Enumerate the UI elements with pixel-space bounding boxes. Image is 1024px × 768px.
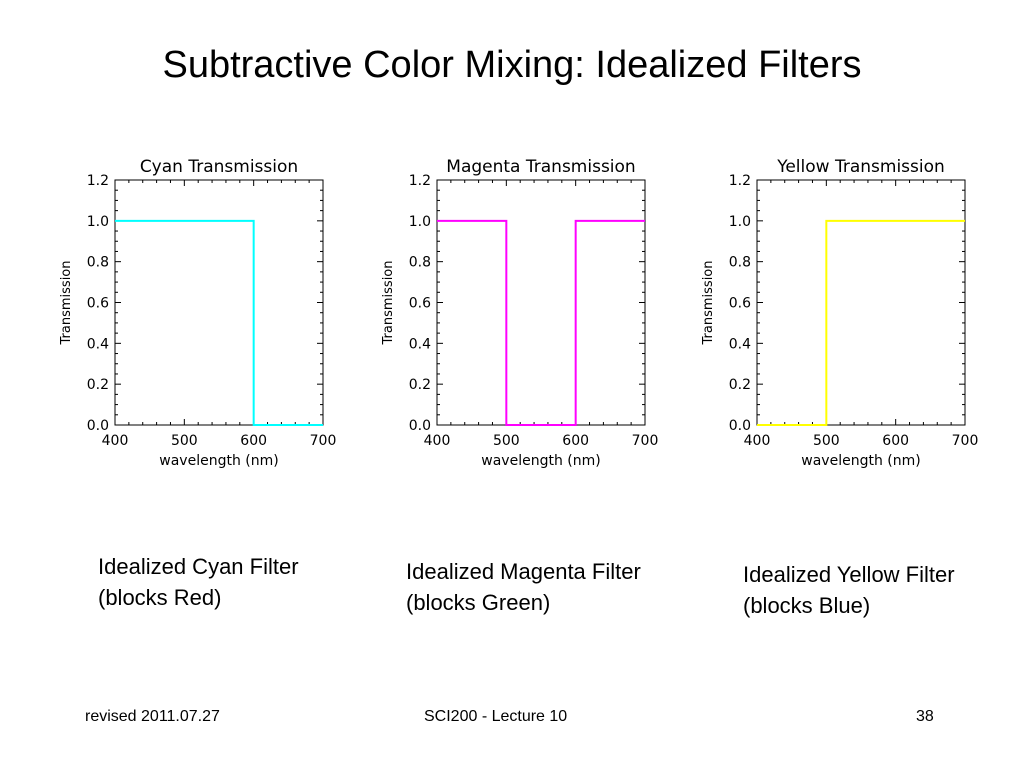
y-tick-label: 0.8 [409,255,431,271]
x-tick-label: 500 [171,433,198,449]
x-tick-label: 400 [424,433,451,449]
y-tick-label: 0.2 [409,377,431,393]
transmission-line [115,219,323,426]
y-tick-label: 0.2 [729,377,751,393]
y-tick-label: 0.6 [729,296,751,312]
x-tick-label: 700 [632,433,659,449]
y-tick-label: 1.2 [409,173,431,189]
x-tick-label: 400 [744,433,771,449]
y-tick-label: 0.6 [87,296,109,312]
plot-frame [114,179,324,426]
y-tick-label: 1.2 [729,173,751,189]
y-tick-label: 1.0 [87,214,109,230]
yellow-transmission-chart: 400 500 600 700 0.0 0.2 0.4 0.6 0.8 1.0 1.2 Yellow … [701,157,979,469]
y-axis-label: Transmission [701,261,716,346]
x-tick-label: 700 [310,433,337,449]
cyan-transmission-chart: 400 500 600 700 0.0 0.2 0.4 0.6 0.8 1.0 1.2 Cyan Tr… [59,157,337,469]
caption-yellow-line2: (blocks Blue) [743,593,871,618]
x-tick-label: 500 [493,433,520,449]
x-tick-label: 600 [882,433,909,449]
x-tick-label: 400 [102,433,129,449]
footer-page-number: 38 [916,708,934,725]
x-tick-label: 500 [813,433,840,449]
slide-title: Subtractive Color Mixing: Idealized Filt… [162,44,862,86]
y-tick-label: 0.4 [87,336,109,352]
y-tick-label: 0.0 [87,418,109,434]
chart-title: Magenta Transmission [446,157,635,177]
caption-cyan-filter: Idealized Cyan Filter (blocks Red) [98,551,299,613]
transmission-line [437,219,645,426]
y-tick-label: 0.4 [729,336,751,352]
x-axis-label: wavelength (nm) [481,453,600,469]
y-tick-label: 1.2 [87,173,109,189]
y-axis-label: Transmission [59,261,74,346]
y-tick-label: 0.8 [729,255,751,271]
chart-title: Cyan Transmission [140,157,298,177]
footer-revision-date: revised 2011.07.27 [85,708,220,725]
footer-lecture-name: SCI200 - Lecture 10 [424,708,568,725]
x-axis-label: wavelength (nm) [159,453,278,469]
x-tick-label: 700 [952,433,979,449]
magenta-transmission-chart: 400 500 600 700 0.0 0.2 0.4 0.6 0.8 1.0 1.2 Magenta… [381,157,659,469]
x-tick-label: 600 [240,433,267,449]
caption-magenta-filter: Idealized Magenta Filter (blocks Green) [406,556,641,618]
y-tick-label: 0.0 [729,418,751,434]
y-tick-label: 1.0 [409,214,431,230]
caption-yellow-line1: Idealized Yellow Filter [743,562,955,587]
x-axis-label: wavelength (nm) [801,453,920,469]
y-tick-label: 0.0 [409,418,431,434]
transmission-line [757,219,965,426]
y-tick-label: 0.4 [409,336,431,352]
plot-frame [756,179,966,426]
caption-cyan-line1: Idealized Cyan Filter [98,554,299,579]
y-tick-label: 1.0 [729,214,751,230]
chart-title: Yellow Transmission [776,157,945,177]
caption-yellow-filter: Idealized Yellow Filter (blocks Blue) [743,559,955,621]
caption-magenta-line1: Idealized Magenta Filter [406,559,641,584]
plot-frame [436,179,646,426]
x-tick-label: 600 [562,433,589,449]
y-axis-label: Transmission [381,261,396,346]
caption-magenta-line2: (blocks Green) [406,590,551,615]
y-tick-label: 0.6 [409,296,431,312]
caption-cyan-line2: (blocks Red) [98,585,222,610]
y-tick-label: 0.8 [87,255,109,271]
y-tick-label: 0.2 [87,377,109,393]
